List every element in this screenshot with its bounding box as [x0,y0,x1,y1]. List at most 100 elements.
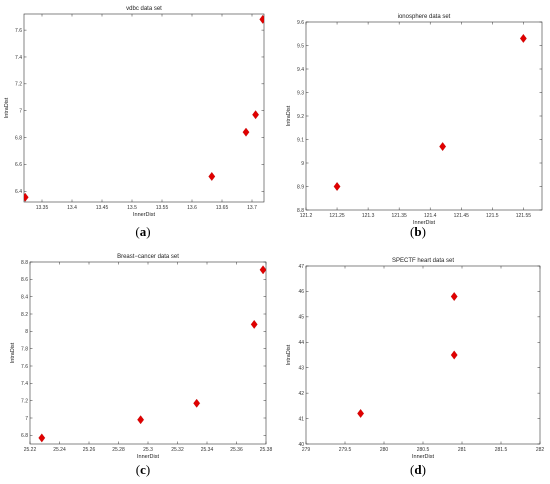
x-tick-label: 25.3 [143,447,153,453]
y-tick-label: 8.4 [21,294,28,300]
y-tick-label: 7.8 [21,346,28,352]
y-tick-label: 8.6 [21,277,28,283]
x-tick-label: 281.5 [495,447,508,453]
x-tick-label: 25.32 [171,447,184,453]
x-tick-label: 282 [536,447,545,453]
x-axis-label: InnerDist [412,454,434,460]
data-point [252,110,259,120]
x-tick-label: 281 [458,447,467,453]
chart-title: ionosphere data set [398,14,451,20]
x-tick-label: 121.35 [392,213,408,219]
x-tick-label: 13.65 [216,205,229,211]
y-tick-label: 7.4 [21,381,28,387]
y-axis-label: IntraDist [4,97,10,118]
y-tick-label: 45 [298,315,304,321]
data-point [450,292,458,301]
chart-panel-a: vdbc data set 13.35 13.4 13.45 13.5 13.55 13.6… [4,6,265,239]
x-tick-label: 121.2 [300,213,313,219]
x-tick-label: 280.5 [417,447,430,453]
x-tick-label: 25.34 [201,447,214,453]
x-tick-label: 279.5 [339,447,352,453]
y-tick-label: 8.8 [21,260,28,266]
y-axis-label: IntraDist [286,105,292,126]
data-points [38,265,266,443]
y-tick-label: 9.3 [297,90,304,96]
y-tick-label: 8.2 [21,312,28,318]
y-tick-label: 7.2 [21,398,28,404]
x-tick-label: 13.45 [96,205,109,211]
chart-title: SPECTF heart data set [392,258,454,264]
data-point [333,182,341,191]
x-tick-label: 13.35 [36,205,49,211]
y-tick-label: 7.6 [21,364,28,370]
data-point [208,172,216,181]
chart-panel-b: ionosphere data set 121.2 121.25 121.3 121.3… [286,14,543,239]
y-tick-label: 7 [25,416,28,422]
chart-panel-c: Breast−cancer data set 25.22 25.24 25.26 25.… [10,254,272,477]
plot-frame [305,265,541,445]
x-tick-label: 13.6 [187,205,197,211]
x-axis-label: InnerDist [133,212,155,218]
data-point [24,192,29,202]
plot-frame [305,21,543,211]
x-tick-label: 280 [380,447,389,453]
x-tick-label: 13.55 [156,205,169,211]
panel-label: (b) [410,224,426,239]
y-tick-label: 7 [19,108,22,114]
y-tick-label: 44 [298,340,304,346]
data-point [242,127,250,137]
data-point [357,409,364,418]
data-point [259,14,264,24]
panel-label: (d) [410,462,426,477]
x-tick-label: 121.4 [424,213,437,219]
data-point [259,265,266,275]
y-tick-label: 9.4 [297,67,304,73]
data-point [439,142,447,151]
x-tick-label: 279 [302,447,311,453]
y-tick-label: 43 [298,366,304,372]
y-tick-label: 47 [298,264,304,270]
y-tick-label: 9 [301,161,304,167]
x-tick-label: 121.55 [516,213,532,219]
y-tick-label: 7.2 [15,82,22,88]
y-tick-label: 6.8 [21,433,28,439]
x-tick-label: 121.5 [486,213,499,219]
x-tick-label: 25.28 [112,447,125,453]
x-tick-label: 121.3 [362,213,375,219]
y-tick-label: 46 [298,289,304,295]
y-tick-label: 9.5 [297,43,304,49]
panel-label: (c) [136,462,150,477]
y-tick-label: 9.6 [297,20,304,26]
x-tick-label: 25.26 [83,447,96,453]
x-tick-label: 25.24 [53,447,66,453]
y-tick-label: 41 [298,416,304,422]
chart-panel-d: SPECTF heart data set 279 279.5 280 280.5 281… [286,258,544,477]
x-tick-label: 25.38 [260,447,273,453]
x-tick-label: 121.45 [454,213,470,219]
x-tick-label: 13.4 [67,205,77,211]
y-tick-label: 9.2 [297,114,304,120]
y-tick-label: 6.8 [15,135,22,141]
data-point [250,319,258,329]
y-tick-label: 8.8 [297,208,304,214]
x-tick-label: 121.25 [329,213,345,219]
plot-frame [29,261,267,445]
y-tick-label: 8.9 [297,184,304,190]
data-point [137,415,145,425]
y-tick-label: 40 [298,442,304,448]
data-point [450,350,458,360]
plot-frame [23,13,265,203]
data-points [357,292,458,418]
data-points [24,14,264,202]
x-tick-label: 25.22 [24,447,37,453]
y-tick-label: 42 [298,391,304,397]
x-tick-label: 13.7 [247,205,257,211]
y-axis-label: IntraDist [286,344,292,365]
x-axis-label: InnerDist [137,454,159,460]
chart-title: Breast−cancer data set [117,254,179,260]
y-tick-label: 7.4 [15,55,22,61]
panel-label: (a) [135,224,150,239]
y-tick-label: 6.6 [15,162,22,168]
data-point [38,433,46,443]
y-axis-label: IntraDist [10,342,16,363]
